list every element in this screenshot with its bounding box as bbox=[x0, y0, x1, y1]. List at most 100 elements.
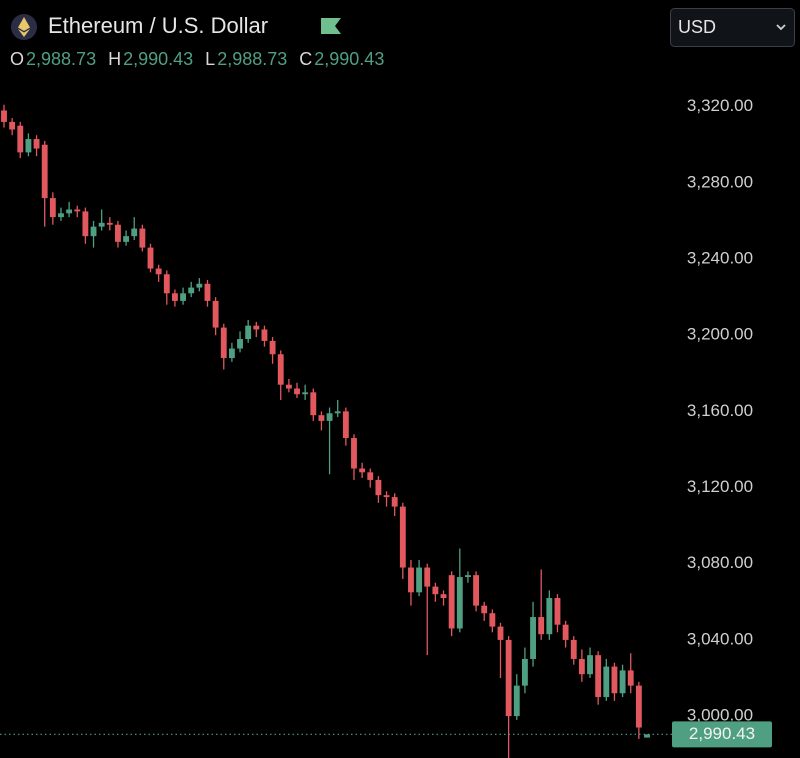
y-tick-label: 3,040.00 bbox=[687, 629, 753, 648]
eth-icon-glyph bbox=[18, 17, 30, 37]
candle-body bbox=[131, 228, 138, 237]
candle-body bbox=[570, 639, 577, 659]
candle-body bbox=[302, 392, 309, 395]
candle-body bbox=[196, 283, 203, 288]
candle-body bbox=[603, 666, 610, 698]
candle-body bbox=[163, 274, 170, 294]
legend-key: H bbox=[108, 49, 121, 69]
currency-select[interactable]: USD bbox=[670, 8, 795, 47]
candle-body bbox=[587, 655, 593, 675]
candle-body bbox=[513, 685, 520, 717]
candle-body bbox=[521, 658, 528, 686]
candle-body bbox=[1, 110, 7, 122]
candle-body bbox=[82, 211, 89, 237]
candle-body bbox=[359, 468, 366, 473]
candle-body bbox=[58, 213, 64, 218]
candle-body bbox=[635, 685, 642, 728]
candle-body bbox=[424, 567, 431, 587]
candle-body bbox=[285, 384, 292, 389]
candle-body bbox=[497, 626, 504, 640]
candle-body bbox=[115, 224, 121, 242]
chart-title: Ethereum / U.S. Dollar bbox=[48, 13, 268, 38]
candle-body bbox=[261, 329, 268, 341]
candle-body bbox=[74, 209, 81, 212]
header: Ethereum / U.S. Dollar O 2,988.73 H 2,990.4… bbox=[10, 13, 384, 69]
candle-body bbox=[17, 125, 24, 153]
select-value[interactable]: USD bbox=[678, 17, 716, 37]
candle-body bbox=[456, 577, 463, 629]
candle-body bbox=[106, 222, 113, 225]
candle-body bbox=[334, 411, 341, 414]
candle-body bbox=[294, 388, 300, 395]
y-tick-label: 3,240.00 bbox=[687, 248, 753, 267]
candle-body bbox=[155, 268, 162, 275]
candle-body bbox=[326, 413, 333, 421]
candle-body bbox=[416, 567, 423, 593]
y-tick-label: 3,080.00 bbox=[687, 553, 753, 572]
candle-body bbox=[204, 283, 211, 301]
candle-body bbox=[448, 575, 455, 629]
candle-body bbox=[383, 495, 390, 498]
candle-body bbox=[440, 594, 447, 599]
y-tick-label: 3,200.00 bbox=[687, 325, 753, 344]
candle-body bbox=[391, 497, 398, 507]
legend-value: 2,990.43 bbox=[123, 49, 193, 69]
candle-body bbox=[644, 734, 650, 738]
candle-body bbox=[66, 209, 73, 214]
candle-body bbox=[33, 139, 40, 149]
candle-body bbox=[538, 617, 545, 635]
candle-body bbox=[123, 236, 130, 242]
select-box[interactable] bbox=[670, 8, 795, 47]
candle-body bbox=[465, 575, 471, 578]
candle-body bbox=[310, 392, 317, 416]
candle-body bbox=[554, 598, 561, 625]
candle-body bbox=[611, 666, 618, 694]
candle-body bbox=[562, 624, 569, 640]
y-tick-label: 3,120.00 bbox=[687, 477, 753, 496]
ohlc-legend: O 2,988.73 H 2,990.43 L 2,988.73 C 2,990.43 bbox=[10, 49, 384, 69]
candle-body bbox=[375, 479, 382, 496]
y-tick-label: 3,000.00 bbox=[687, 706, 753, 725]
last-price-badge bbox=[672, 721, 772, 748]
price-axis: 3,000.00 3,040.00 3,080.00 3,120.00 3,160.00… bbox=[672, 96, 772, 748]
candle-body bbox=[49, 198, 56, 218]
y-tick-label: 3,160.00 bbox=[687, 401, 753, 420]
legend-value: 2,988.73 bbox=[217, 49, 287, 69]
candle-body bbox=[399, 506, 406, 568]
flag-icon bbox=[321, 18, 341, 34]
select-chevron bbox=[776, 24, 786, 31]
candle-body bbox=[619, 670, 626, 694]
candle-body bbox=[9, 121, 16, 130]
candle-body bbox=[351, 438, 357, 469]
candle-body bbox=[277, 354, 284, 385]
candle-body bbox=[489, 613, 496, 627]
candle-body bbox=[147, 247, 154, 269]
candle-body bbox=[98, 222, 105, 227]
y-tick-label: 3,320.00 bbox=[687, 96, 753, 115]
candle-body bbox=[367, 472, 374, 480]
legend-value: 2,990.43 bbox=[314, 49, 384, 69]
candle-body bbox=[237, 339, 243, 349]
legend-value: 2,988.73 bbox=[26, 49, 96, 69]
candle-body bbox=[595, 655, 602, 698]
candle-body bbox=[220, 327, 227, 359]
candle-body bbox=[627, 670, 634, 686]
candle-body bbox=[481, 605, 488, 614]
candle-body bbox=[432, 586, 439, 595]
candle-body bbox=[188, 287, 195, 294]
candle-body bbox=[245, 325, 252, 340]
candle-body bbox=[408, 567, 414, 593]
legend-key: C bbox=[299, 49, 312, 69]
plot-area bbox=[0, 104, 672, 758]
last-price-label: 2,990.43 bbox=[689, 724, 755, 743]
candle-body bbox=[25, 139, 32, 153]
candle-body bbox=[41, 144, 48, 199]
candle-body bbox=[180, 293, 186, 301]
candle-body bbox=[253, 325, 260, 330]
candle-body bbox=[473, 575, 480, 606]
candle-body bbox=[139, 228, 146, 248]
candle-body bbox=[269, 340, 276, 355]
